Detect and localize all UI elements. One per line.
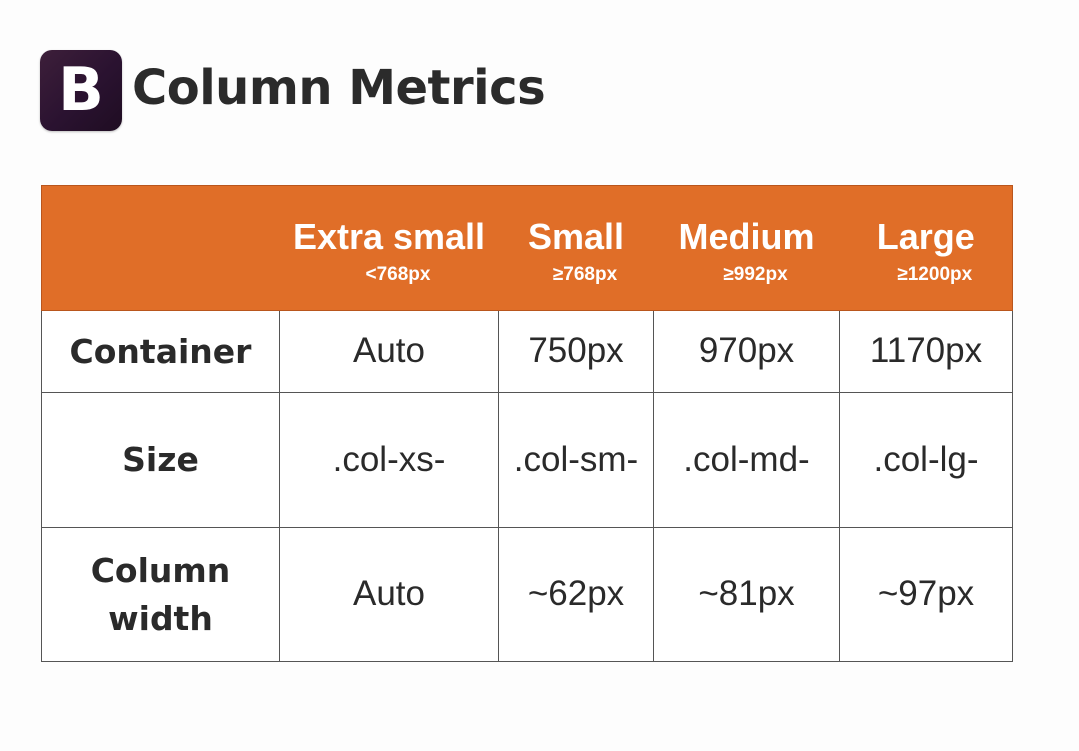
table-header-row: Extra small <768px Small ≥768px Medium ≥…: [41, 185, 1013, 311]
header-cell-medium: Medium ≥992px: [653, 185, 840, 311]
row-label-container: Container: [41, 310, 280, 393]
header-label: Large: [876, 215, 975, 257]
table-cell: ~62px: [498, 527, 654, 662]
table-cell: ~81px: [653, 527, 840, 662]
header-breakpoint: ≥992px: [723, 263, 788, 285]
header-label: Small: [527, 215, 625, 257]
table-row-container: Container Auto 750px 970px 1170px: [41, 310, 1013, 393]
header-cell-small: Small ≥768px: [498, 185, 654, 311]
table-row-size: Size .col-xs- .col-sm- .col-md- .col-lg-: [41, 392, 1013, 528]
table-cell: Auto: [279, 527, 499, 662]
table-cell: 750px: [498, 310, 654, 393]
table-cell: .col-sm-: [498, 392, 654, 528]
table-cell: Auto: [279, 310, 499, 393]
header-cell-extra-small: Extra small <768px: [279, 185, 499, 311]
table-cell: .col-xs-: [279, 392, 499, 528]
header-label: Extra small: [292, 215, 486, 257]
header-cell-empty: [41, 185, 280, 311]
header-label: Medium: [678, 215, 815, 257]
table-row-column-width: Column width Auto ~62px ~81px ~97px: [41, 527, 1013, 662]
table-cell: 1170px: [839, 310, 1013, 393]
table-cell: 970px: [653, 310, 840, 393]
header-breakpoint: ≥768px: [552, 263, 618, 285]
column-metrics-table: Extra small <768px Small ≥768px Medium ≥…: [41, 185, 1013, 662]
header-breakpoint: <768px: [365, 263, 431, 285]
table-cell: .col-lg-: [839, 392, 1013, 528]
page-title: Column Metrics: [132, 60, 546, 116]
row-label-column-width: Column width: [41, 527, 280, 662]
bootstrap-logo-icon: B: [40, 50, 122, 131]
logo-letter: B: [58, 54, 104, 125]
table-cell: .col-md-: [653, 392, 840, 528]
table-cell: ~97px: [839, 527, 1013, 662]
header-breakpoint: ≥1200px: [897, 263, 973, 285]
row-label-size: Size: [41, 392, 280, 528]
header-cell-large: Large ≥1200px: [839, 185, 1013, 311]
